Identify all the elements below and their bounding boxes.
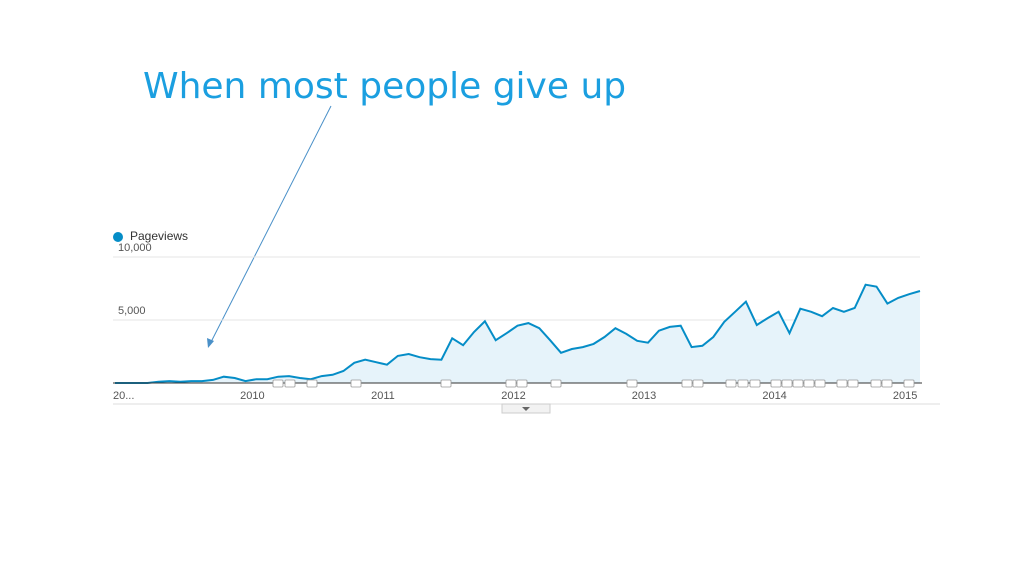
line: [115, 283, 921, 384]
dropdown-arrow: [522, 407, 530, 411]
annotation-icon: [725, 379, 737, 388]
annotation-icon: [814, 379, 826, 388]
arrow-line: [209, 105, 332, 345]
annotation-icon: [770, 379, 782, 388]
annotation-icon: [306, 379, 318, 388]
x-tick-label: 2011: [371, 390, 395, 402]
annotation-icon: [903, 379, 915, 388]
annotation-icon: [847, 379, 859, 388]
annotation-icon: [881, 379, 893, 388]
annotation-icon: [749, 379, 761, 388]
annotation-icon: [792, 379, 804, 388]
x-tick-label: 2010: [240, 390, 264, 402]
arrow-head: [207, 338, 214, 348]
annotation-icon: [737, 379, 749, 388]
x-tick-label: 2015: [893, 390, 917, 402]
area: [115, 284, 920, 383]
annotation: When most people give up: [143, 66, 626, 107]
x-tick-label: 2014: [762, 390, 786, 402]
annotation-icon: [836, 379, 848, 388]
x-tick-label: 20...: [113, 390, 134, 402]
annotation-icon: [350, 379, 362, 388]
x-tick-label: 2013: [632, 390, 656, 402]
x-tick-label: 2012: [501, 390, 525, 402]
y-tick-label: 10,000: [118, 242, 152, 254]
annotation-icon: [272, 379, 284, 388]
annotation-icon: [626, 379, 638, 388]
annotation-icon: [516, 379, 528, 388]
annotation-icon: [781, 379, 793, 388]
annotation-icon: [550, 379, 562, 388]
legend-marker: [113, 232, 123, 242]
annotation-icon: [284, 379, 296, 388]
legend-label: Pageviews: [130, 229, 188, 243]
y-tick-label: 5,000: [118, 305, 146, 317]
annotation-icon: [803, 379, 815, 388]
annotation-icon: [870, 379, 882, 388]
annotation-icon: [692, 379, 704, 388]
annotation-icon: [440, 379, 452, 388]
annotation-icon: [681, 379, 693, 388]
annotation-icon: [505, 379, 517, 388]
